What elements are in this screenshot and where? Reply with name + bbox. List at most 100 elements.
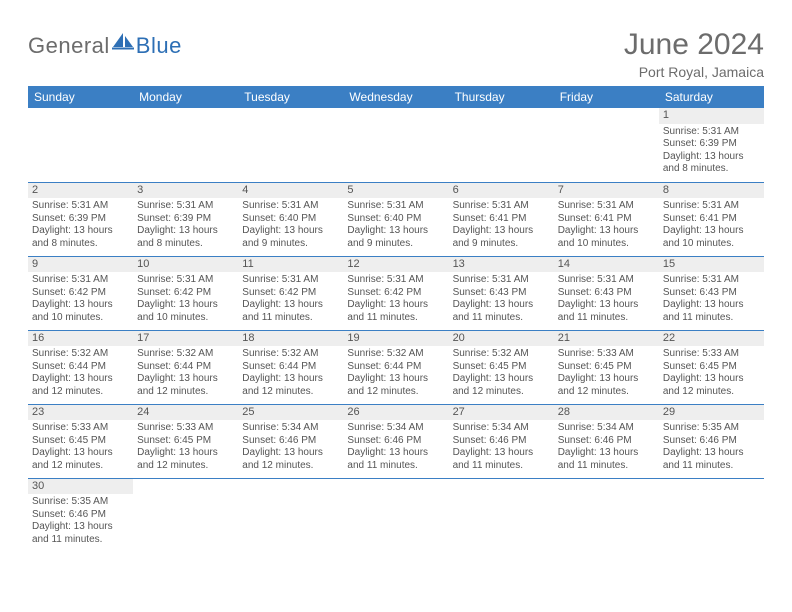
daylight-line-2: and 12 minutes. bbox=[453, 386, 550, 399]
sunrise-line: Sunrise: 5:31 AM bbox=[242, 274, 339, 287]
sunrise-line: Sunrise: 5:34 AM bbox=[347, 422, 444, 435]
day-number: 4 bbox=[238, 183, 343, 199]
day-number: 25 bbox=[238, 405, 343, 421]
sunrise-line: Sunrise: 5:31 AM bbox=[453, 200, 550, 213]
calendar-blank-cell bbox=[343, 108, 448, 182]
sunrise-line: Sunrise: 5:33 AM bbox=[32, 422, 129, 435]
day-number: 10 bbox=[133, 257, 238, 273]
sunset-line: Sunset: 6:44 PM bbox=[242, 361, 339, 374]
calendar-day-cell: 22Sunrise: 5:33 AMSunset: 6:45 PMDayligh… bbox=[659, 330, 764, 404]
daylight-line-1: Daylight: 13 hours bbox=[242, 373, 339, 386]
sunset-line: Sunset: 6:46 PM bbox=[242, 435, 339, 448]
daylight-line-2: and 8 minutes. bbox=[32, 238, 129, 251]
daylight-line-1: Daylight: 13 hours bbox=[242, 225, 339, 238]
calendar-body: 1Sunrise: 5:31 AMSunset: 6:39 PMDaylight… bbox=[28, 108, 764, 552]
daylight-line-1: Daylight: 13 hours bbox=[663, 373, 760, 386]
calendar-day-cell: 14Sunrise: 5:31 AMSunset: 6:43 PMDayligh… bbox=[554, 256, 659, 330]
daylight-line-2: and 10 minutes. bbox=[32, 312, 129, 325]
daylight-line-1: Daylight: 13 hours bbox=[453, 447, 550, 460]
daylight-line-2: and 11 minutes. bbox=[663, 460, 760, 473]
calendar-day-cell: 1 Sunrise: 5:31 AMSunset: 6:39 PMDaylight… bbox=[659, 108, 764, 182]
sunset-line: Sunset: 6:44 PM bbox=[32, 361, 129, 374]
day-number: 21 bbox=[554, 331, 659, 347]
sunrise-line: Sunrise: 5:31 AM bbox=[663, 200, 760, 213]
daylight-line-2: and 9 minutes. bbox=[242, 238, 339, 251]
daylight-line-2: and 12 minutes. bbox=[137, 460, 234, 473]
sunrise-line: Sunrise: 5:31 AM bbox=[558, 200, 655, 213]
sunrise-line: Sunrise: 5:31 AM bbox=[137, 274, 234, 287]
day-number: 29 bbox=[659, 405, 764, 421]
calendar-day-cell: 8Sunrise: 5:31 AMSunset: 6:41 PMDaylight… bbox=[659, 182, 764, 256]
calendar-day-cell: 3Sunrise: 5:31 AMSunset: 6:39 PMDaylight… bbox=[133, 182, 238, 256]
daylight-line-2: and 12 minutes. bbox=[242, 460, 339, 473]
day-number: 3 bbox=[133, 183, 238, 199]
daylight-line-2: and 12 minutes. bbox=[242, 386, 339, 399]
calendar-day-cell: 10Sunrise: 5:31 AMSunset: 6:42 PMDayligh… bbox=[133, 256, 238, 330]
day-number: 27 bbox=[449, 405, 554, 421]
daylight-line-1: Daylight: 13 hours bbox=[347, 447, 444, 460]
calendar-day-cell: 23Sunrise: 5:33 AMSunset: 6:45 PMDayligh… bbox=[28, 404, 133, 478]
calendar-day-cell: 12Sunrise: 5:31 AMSunset: 6:42 PMDayligh… bbox=[343, 256, 448, 330]
calendar-day-cell: 27Sunrise: 5:34 AMSunset: 6:46 PMDayligh… bbox=[449, 404, 554, 478]
daylight-line-1: Daylight: 13 hours bbox=[347, 373, 444, 386]
calendar-day-cell: 13Sunrise: 5:31 AMSunset: 6:43 PMDayligh… bbox=[449, 256, 554, 330]
day-number: 28 bbox=[554, 405, 659, 421]
sunset-line: Sunset: 6:44 PM bbox=[347, 361, 444, 374]
calendar-day-cell: 9Sunrise: 5:31 AMSunset: 6:42 PMDaylight… bbox=[28, 256, 133, 330]
calendar-blank-cell bbox=[343, 478, 448, 552]
daylight-line-2: and 8 minutes. bbox=[137, 238, 234, 251]
sunset-line: Sunset: 6:42 PM bbox=[32, 287, 129, 300]
sunrise-line: Sunrise: 5:32 AM bbox=[242, 348, 339, 361]
calendar-day-cell: 28Sunrise: 5:34 AMSunset: 6:46 PMDayligh… bbox=[554, 404, 659, 478]
weekday-header: Friday bbox=[554, 86, 659, 108]
sunrise-line: Sunrise: 5:34 AM bbox=[453, 422, 550, 435]
sunset-line: Sunset: 6:39 PM bbox=[663, 138, 760, 151]
weekday-header: Tuesday bbox=[238, 86, 343, 108]
daylight-line-1: Daylight: 13 hours bbox=[663, 151, 760, 164]
calendar-day-cell: 26Sunrise: 5:34 AMSunset: 6:46 PMDayligh… bbox=[343, 404, 448, 478]
day-number: 5 bbox=[343, 183, 448, 199]
calendar-day-cell: 21Sunrise: 5:33 AMSunset: 6:45 PMDayligh… bbox=[554, 330, 659, 404]
daylight-line-1: Daylight: 13 hours bbox=[32, 521, 129, 534]
sunrise-line: Sunrise: 5:31 AM bbox=[663, 126, 760, 139]
daylight-line-1: Daylight: 13 hours bbox=[453, 225, 550, 238]
page-title: June 2024 bbox=[624, 28, 764, 62]
calendar-blank-cell bbox=[449, 478, 554, 552]
daylight-line-1: Daylight: 13 hours bbox=[453, 299, 550, 312]
daylight-line-1: Daylight: 13 hours bbox=[242, 299, 339, 312]
sail-icon bbox=[112, 32, 134, 55]
sunrise-line: Sunrise: 5:33 AM bbox=[137, 422, 234, 435]
logo: General Blue bbox=[28, 32, 182, 59]
daylight-line-1: Daylight: 13 hours bbox=[32, 447, 129, 460]
day-number: 20 bbox=[449, 331, 554, 347]
weekday-header: Monday bbox=[133, 86, 238, 108]
daylight-line-1: Daylight: 13 hours bbox=[558, 299, 655, 312]
sunrise-line: Sunrise: 5:32 AM bbox=[347, 348, 444, 361]
sunrise-line: Sunrise: 5:33 AM bbox=[558, 348, 655, 361]
sunrise-line: Sunrise: 5:31 AM bbox=[558, 274, 655, 287]
daylight-line-1: Daylight: 13 hours bbox=[453, 373, 550, 386]
daylight-line-2: and 12 minutes. bbox=[558, 386, 655, 399]
daylight-line-2: and 10 minutes. bbox=[558, 238, 655, 251]
logo-text-blue: Blue bbox=[136, 33, 182, 59]
daylight-line-1: Daylight: 13 hours bbox=[137, 225, 234, 238]
calendar-blank-cell bbox=[659, 478, 764, 552]
daylight-line-1: Daylight: 13 hours bbox=[137, 299, 234, 312]
calendar-blank-cell bbox=[449, 108, 554, 182]
daylight-line-2: and 12 minutes. bbox=[347, 386, 444, 399]
weekday-header-row: SundayMondayTuesdayWednesdayThursdayFrid… bbox=[28, 86, 764, 108]
sunrise-line: Sunrise: 5:32 AM bbox=[137, 348, 234, 361]
calendar-day-cell: 7Sunrise: 5:31 AMSunset: 6:41 PMDaylight… bbox=[554, 182, 659, 256]
weekday-header: Sunday bbox=[28, 86, 133, 108]
logo-text-general: General bbox=[28, 33, 110, 59]
day-number: 7 bbox=[554, 183, 659, 199]
daylight-line-1: Daylight: 13 hours bbox=[558, 447, 655, 460]
sunset-line: Sunset: 6:43 PM bbox=[558, 287, 655, 300]
daylight-line-2: and 10 minutes. bbox=[137, 312, 234, 325]
daylight-line-1: Daylight: 13 hours bbox=[32, 373, 129, 386]
calendar-day-cell: 24Sunrise: 5:33 AMSunset: 6:45 PMDayligh… bbox=[133, 404, 238, 478]
sunset-line: Sunset: 6:45 PM bbox=[137, 435, 234, 448]
daylight-line-2: and 12 minutes. bbox=[663, 386, 760, 399]
daylight-line-1: Daylight: 13 hours bbox=[32, 299, 129, 312]
day-number: 1 bbox=[659, 108, 764, 124]
